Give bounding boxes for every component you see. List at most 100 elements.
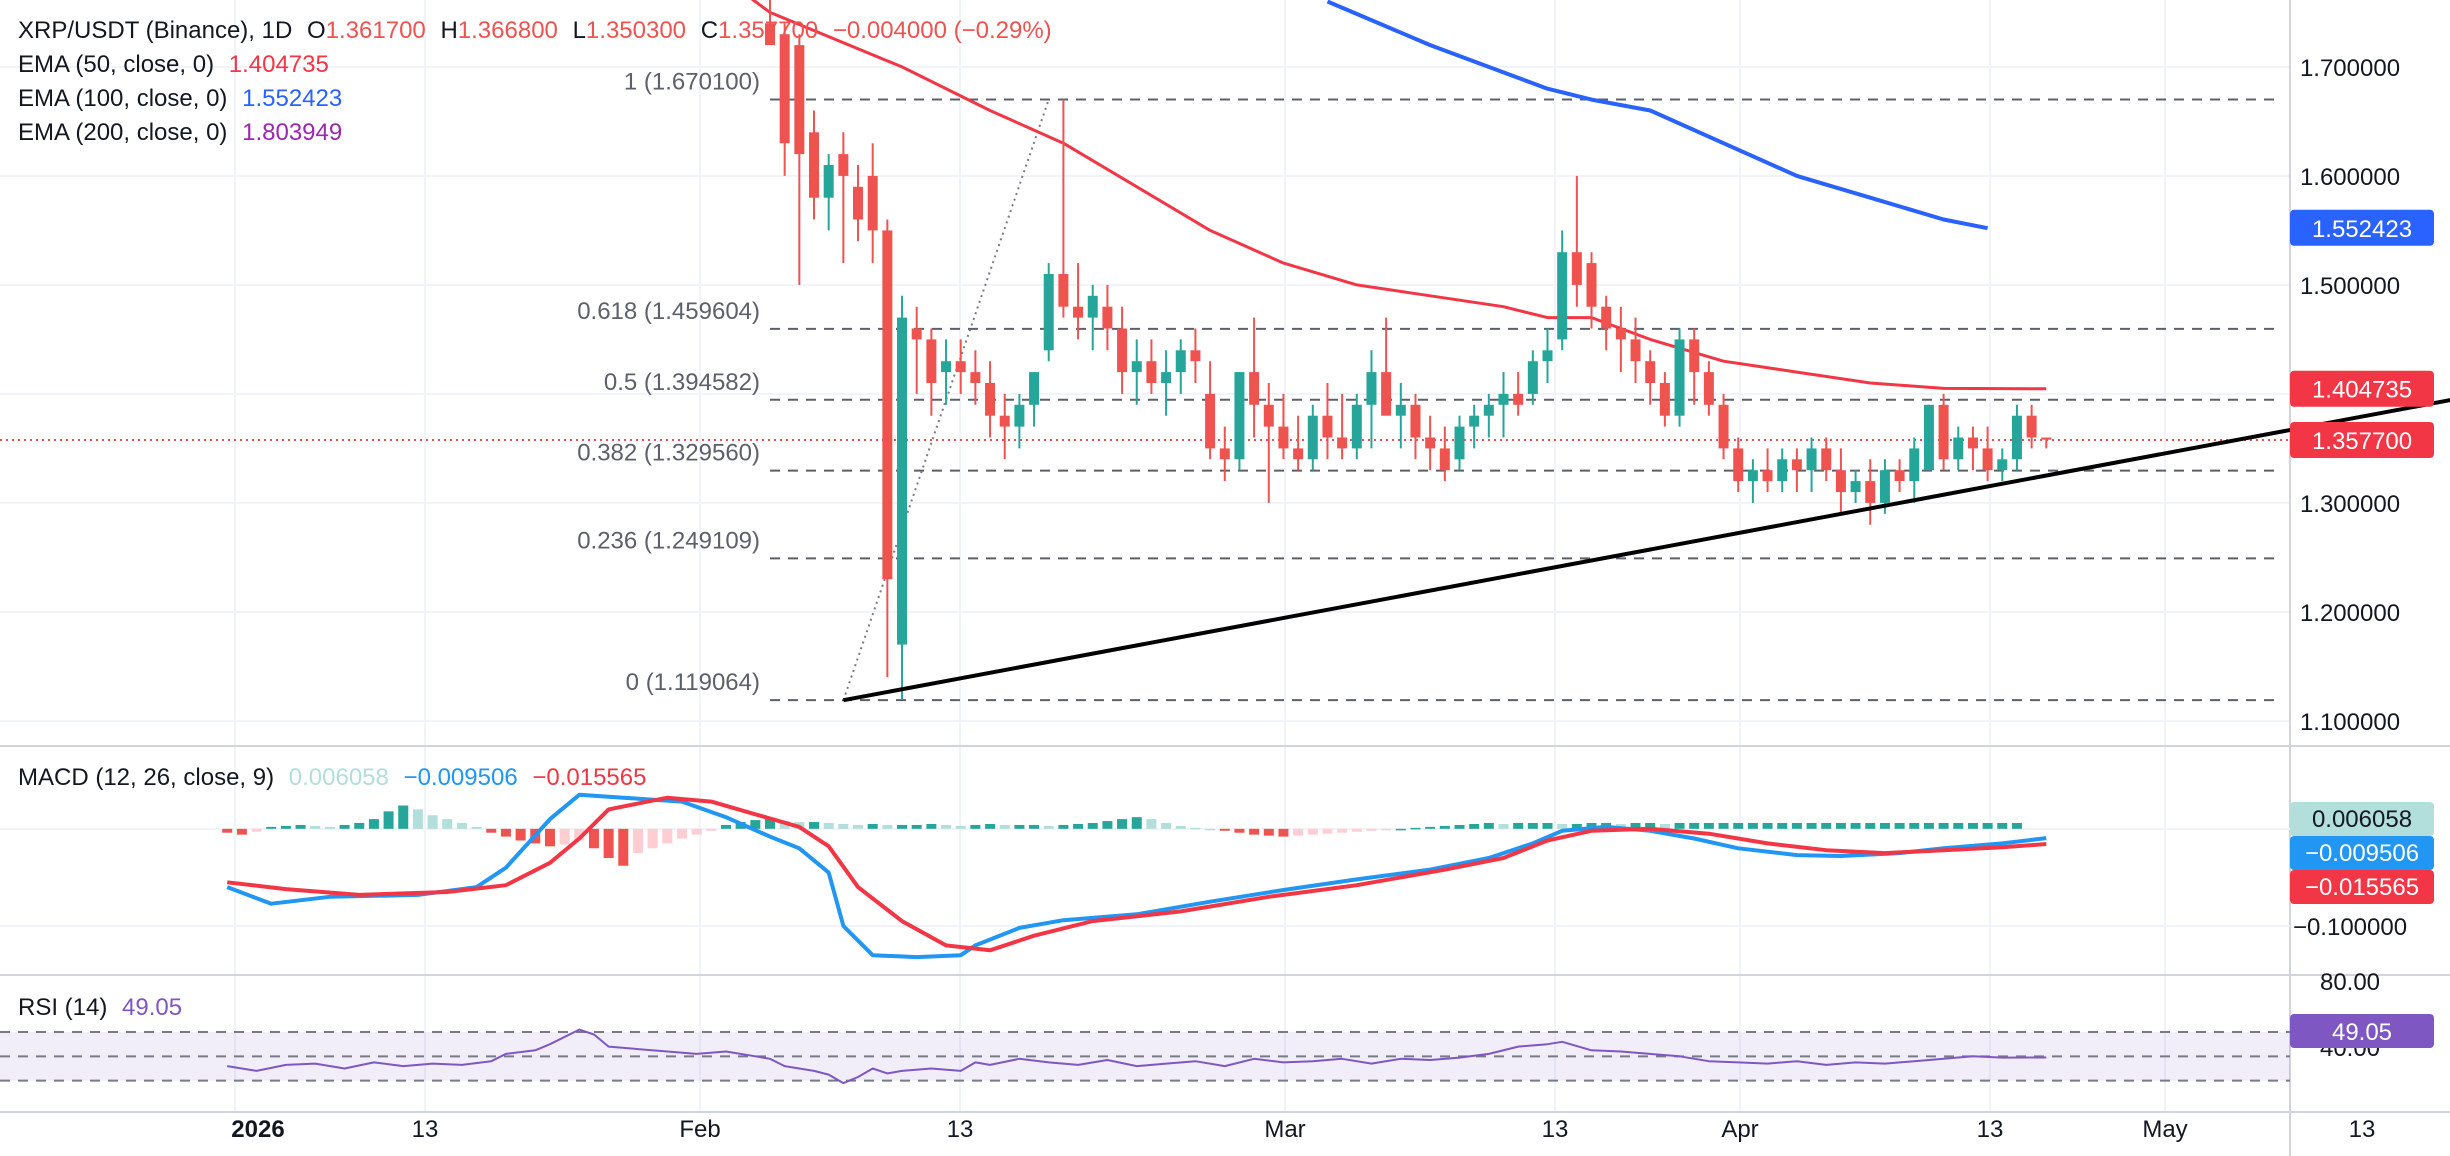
candle-body (1674, 339, 1685, 416)
macd-histogram-bar (1821, 823, 1832, 829)
candle-body (1483, 404, 1494, 416)
candle (853, 165, 864, 242)
macd-histogram-bar (1439, 825, 1450, 829)
macd-histogram-bar (544, 828, 555, 847)
candle (1997, 448, 2008, 482)
macd-histogram-bar (574, 828, 585, 841)
macd-histogram-bar (823, 823, 834, 829)
candle-body (1557, 252, 1568, 340)
macd-histogram-bar (647, 828, 658, 849)
macd-histogram-bar (442, 819, 453, 829)
rsi-tick-label: 80.00 (2320, 969, 2380, 996)
time-tick-label: 2026 (231, 1116, 284, 1143)
candle (765, 0, 775, 46)
candle-body (1249, 372, 1260, 405)
macd-histogram-bar (1337, 828, 1348, 833)
macd-histogram-bar (486, 828, 497, 833)
candle (1293, 415, 1304, 471)
candle-body (882, 230, 893, 580)
candle-body (1601, 306, 1612, 329)
candle-body (911, 328, 922, 340)
macd-histogram-bar (1410, 827, 1421, 830)
ema50-row[interactable]: EMA (50, close, 0) 1.404735 (18, 48, 1060, 82)
macd-histogram-bar (515, 828, 526, 841)
price-badge (2290, 422, 2434, 459)
candle (1689, 328, 1700, 405)
macd-histogram-bar (1659, 823, 1670, 829)
macd-histogram-bar (999, 824, 1010, 829)
macd-histogram-bar (324, 826, 335, 829)
symbol-label[interactable]: XRP/USDT (Binance), 1D (18, 17, 293, 44)
time-tick-label: 13 (947, 1116, 974, 1143)
macd-histogram-bar (1117, 819, 1128, 829)
ema100-row[interactable]: EMA (100, close, 0) 1.552423 (18, 82, 1060, 116)
candle-body (1131, 361, 1142, 373)
candle (1439, 426, 1450, 482)
candle-body (853, 186, 864, 220)
candle-body (1234, 372, 1245, 460)
ema100-label: EMA (100, close, 0) (18, 85, 228, 112)
macd-histogram-bar (1058, 824, 1069, 829)
price-legend: XRP/USDT (Binance), 1D O1.361700 H1.3668… (18, 14, 1060, 150)
candle-body (1762, 470, 1773, 482)
macd-histogram-bar (339, 824, 350, 829)
macd-histogram-bar (1953, 823, 1964, 829)
candle-body (1923, 404, 1934, 471)
candle-body (985, 383, 996, 416)
time-tick-label: Feb (679, 1116, 720, 1143)
candle (1718, 393, 1729, 460)
macd-legend[interactable]: MACD (12, 26, close, 9) 0.006058 −0.0095… (18, 764, 654, 792)
rsi-legend[interactable]: RSI (14) 49.05 (18, 994, 190, 1022)
macd-histogram-bar (897, 824, 908, 829)
candle-body (1542, 350, 1553, 362)
macd-histogram-bar (911, 824, 922, 829)
candle (1234, 372, 1245, 471)
candle-body (2011, 415, 2022, 460)
candle (794, 34, 805, 285)
candle (1190, 328, 1201, 383)
ema200-value: 1.803949 (242, 119, 343, 146)
fib-levels (770, 98, 2282, 702)
candle (1909, 437, 1920, 503)
low-label: L (572, 17, 586, 44)
candle (1161, 350, 1172, 416)
macd-histogram-bar (1175, 825, 1186, 829)
macd-histogram-bar (280, 825, 291, 829)
price-tick-label: 1.200000 (2300, 600, 2400, 627)
macd-histogram-bar (1762, 823, 1773, 829)
candle (1894, 459, 1905, 492)
macd-signal-line (226, 795, 2047, 953)
macd-histogram-bar (1571, 823, 1582, 829)
candle (882, 219, 893, 678)
macd-histogram-bar (1982, 823, 1993, 829)
candle (1806, 437, 1817, 492)
candle-body (1029, 372, 1040, 405)
candle-body (1835, 470, 1846, 492)
candle-body (1909, 448, 1920, 482)
macd-histogram-bar (1557, 823, 1568, 829)
ema200-row[interactable]: EMA (200, close, 0) 1.803949 (18, 116, 1060, 150)
candle (1762, 448, 1773, 492)
candle (2041, 437, 2052, 449)
candle (1483, 393, 1494, 438)
time-tick-label: Mar (1264, 1116, 1305, 1143)
candle (1601, 295, 1612, 351)
price-tick-label: 1.600000 (2300, 164, 2400, 191)
price-tick-label: 1.300000 (2300, 491, 2400, 518)
macd-histogram-bar (1249, 828, 1260, 835)
macd-histogram-bar (955, 825, 966, 829)
macd-histogram-bar (1395, 828, 1406, 831)
candle-body (1161, 372, 1172, 383)
macd-histogram-bar (1527, 823, 1538, 829)
macd-histogram-bar (1029, 824, 1040, 829)
candle (1278, 393, 1289, 460)
close-label: C (700, 17, 719, 44)
macd-histogram-bar (1879, 823, 1890, 829)
candle-body (1058, 274, 1069, 307)
candle-body (1586, 263, 1597, 307)
candle (1219, 426, 1230, 482)
macd-hist-value: 0.006058 (288, 764, 389, 791)
time-tick-label: May (2142, 1116, 2187, 1143)
candle-body (823, 165, 834, 198)
